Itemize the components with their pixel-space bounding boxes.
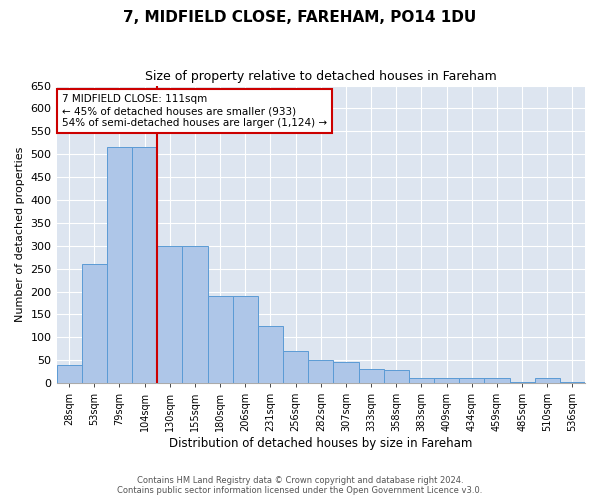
Bar xyxy=(107,148,132,383)
Bar xyxy=(157,246,182,383)
Bar xyxy=(383,370,409,383)
Y-axis label: Number of detached properties: Number of detached properties xyxy=(15,146,25,322)
Bar xyxy=(56,364,82,383)
Bar xyxy=(434,378,459,383)
Text: 7 MIDFIELD CLOSE: 111sqm
← 45% of detached houses are smaller (933)
54% of semi-: 7 MIDFIELD CLOSE: 111sqm ← 45% of detach… xyxy=(62,94,327,128)
Bar xyxy=(308,360,334,383)
Text: Contains HM Land Registry data © Crown copyright and database right 2024.
Contai: Contains HM Land Registry data © Crown c… xyxy=(118,476,482,495)
Bar xyxy=(258,326,283,383)
Bar xyxy=(509,382,535,383)
Bar xyxy=(334,362,359,383)
X-axis label: Distribution of detached houses by size in Fareham: Distribution of detached houses by size … xyxy=(169,437,472,450)
Bar xyxy=(484,378,509,383)
Text: 7, MIDFIELD CLOSE, FAREHAM, PO14 1DU: 7, MIDFIELD CLOSE, FAREHAM, PO14 1DU xyxy=(124,10,476,25)
Bar xyxy=(233,296,258,383)
Bar xyxy=(208,296,233,383)
Bar xyxy=(459,378,484,383)
Bar xyxy=(359,370,383,383)
Title: Size of property relative to detached houses in Fareham: Size of property relative to detached ho… xyxy=(145,70,497,83)
Bar xyxy=(535,378,560,383)
Bar xyxy=(132,148,157,383)
Bar xyxy=(182,246,208,383)
Bar xyxy=(409,378,434,383)
Bar xyxy=(560,382,585,383)
Bar xyxy=(82,264,107,383)
Bar xyxy=(283,351,308,383)
